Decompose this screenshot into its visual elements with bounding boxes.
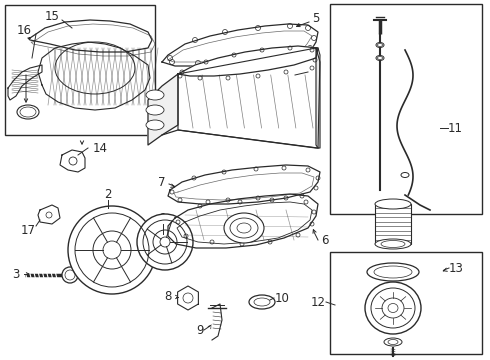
Ellipse shape <box>375 239 411 249</box>
Ellipse shape <box>146 90 164 100</box>
Text: 11: 11 <box>447 122 463 135</box>
Text: 10: 10 <box>274 292 290 305</box>
Text: 5: 5 <box>312 12 319 24</box>
Ellipse shape <box>376 55 384 60</box>
Text: 14: 14 <box>93 141 107 154</box>
Text: 3: 3 <box>12 267 20 280</box>
Ellipse shape <box>68 206 156 294</box>
Polygon shape <box>178 46 318 76</box>
Polygon shape <box>60 150 85 172</box>
Polygon shape <box>148 74 178 145</box>
Ellipse shape <box>249 295 275 309</box>
Text: 7: 7 <box>158 175 166 189</box>
Ellipse shape <box>62 267 78 283</box>
Bar <box>5 5 155 135</box>
Text: 4: 4 <box>312 66 320 78</box>
Text: 13: 13 <box>448 261 464 274</box>
Ellipse shape <box>365 282 421 334</box>
Polygon shape <box>316 48 320 148</box>
Bar <box>375 204 411 244</box>
Text: 16: 16 <box>17 23 31 36</box>
Polygon shape <box>168 165 320 204</box>
Text: 12: 12 <box>311 296 325 309</box>
Bar <box>330 4 482 214</box>
Bar <box>330 252 482 354</box>
Text: 2: 2 <box>104 189 112 202</box>
Ellipse shape <box>146 105 164 115</box>
Polygon shape <box>162 24 318 66</box>
Ellipse shape <box>17 105 39 119</box>
Text: 15: 15 <box>45 9 59 22</box>
Text: 9: 9 <box>196 324 204 337</box>
Polygon shape <box>38 42 150 110</box>
Ellipse shape <box>367 263 419 281</box>
Ellipse shape <box>224 213 264 243</box>
Ellipse shape <box>384 338 402 346</box>
Text: 6: 6 <box>321 234 329 247</box>
Text: 17: 17 <box>21 224 35 237</box>
Text: 1: 1 <box>159 211 167 225</box>
Ellipse shape <box>375 199 411 209</box>
Ellipse shape <box>376 42 384 48</box>
Polygon shape <box>38 205 60 224</box>
Polygon shape <box>8 65 42 100</box>
Text: 8: 8 <box>164 291 171 303</box>
Polygon shape <box>178 48 320 148</box>
Polygon shape <box>168 194 318 248</box>
Polygon shape <box>177 286 198 310</box>
Ellipse shape <box>146 120 164 130</box>
Polygon shape <box>212 304 222 340</box>
Ellipse shape <box>137 214 193 270</box>
